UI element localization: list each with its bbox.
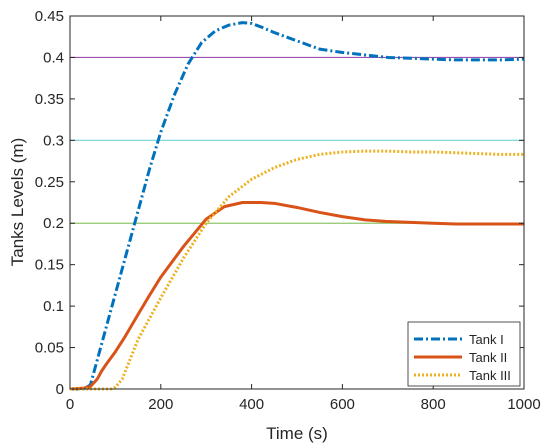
x-axis-title: Time (s) — [266, 424, 328, 443]
series-layer — [69, 21, 525, 391]
legend-label-2: Tank II — [469, 350, 507, 365]
series-line-2 — [69, 201, 524, 391]
x-tick-label: 400 — [239, 396, 264, 413]
y-tick-label: 0.25 — [35, 174, 64, 191]
legend: Tank I Tank II Tank III — [407, 321, 521, 387]
plot-frame — [69, 15, 525, 390]
y-tick-label: 0.4 — [43, 49, 64, 66]
y-tick-label: 0.35 — [35, 91, 64, 108]
legend-label-1: Tank I — [469, 332, 504, 347]
y-tick-label: 0.15 — [35, 257, 64, 274]
y-tick-label: 0.2 — [43, 215, 64, 232]
series-line-1 — [70, 21, 525, 391]
x-tick-label: 600 — [330, 396, 355, 413]
x-tick-label: 200 — [148, 396, 173, 413]
y-tick-label: 0.1 — [43, 298, 64, 315]
y-tick-label: 0.45 — [35, 8, 64, 25]
y-tick-label: 0.05 — [35, 340, 64, 357]
x-axis-ticks: 0 200 400 600 800 1000 — [66, 16, 541, 413]
y-axis-ticks: 0 0.05 0.1 0.15 0.2 0.25 0.3 0.35 0.4 0.45 — [35, 8, 524, 398]
y-axis-title: Tanks Levels (m) — [8, 138, 27, 266]
x-tick-label: 0 — [66, 396, 74, 413]
y-tick-label: 0.3 — [43, 132, 64, 149]
y-tick-label: 0 — [56, 381, 64, 398]
x-tick-label: 800 — [421, 396, 446, 413]
legend-label-3: Tank III — [469, 368, 511, 383]
x-tick-label: 1000 — [507, 396, 540, 413]
series-line-3 — [70, 149, 524, 391]
